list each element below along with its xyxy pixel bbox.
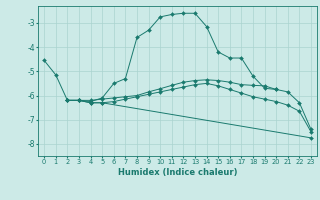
X-axis label: Humidex (Indice chaleur): Humidex (Indice chaleur) <box>118 168 237 177</box>
